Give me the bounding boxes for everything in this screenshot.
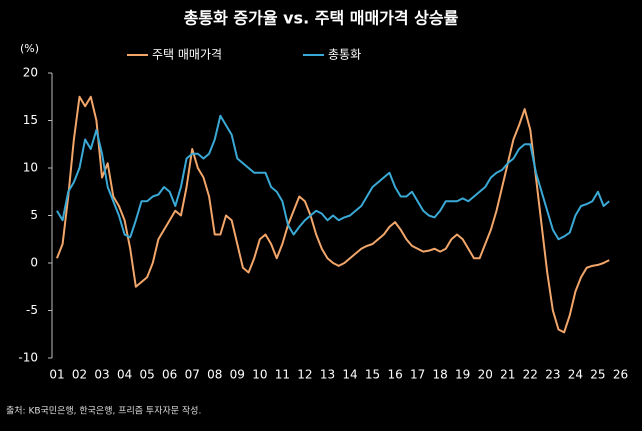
y-tick-label: 15	[23, 113, 38, 127]
x-tick-label: 10	[252, 368, 267, 382]
x-tick-label: 17	[410, 368, 425, 382]
y-tick-label: -5	[26, 303, 38, 317]
x-tick-label: 18	[433, 368, 448, 382]
y-tick-label: 20	[23, 66, 38, 80]
x-tick-label: 06	[162, 368, 177, 382]
legend-label: 주택 매매가격	[152, 48, 222, 62]
x-tick-label: 13	[320, 368, 335, 382]
y-tick-label: 10	[23, 161, 38, 175]
y-tick-label: -10	[18, 351, 38, 365]
y-unit-label: (%)	[20, 42, 39, 55]
series-line	[56, 95, 610, 334]
x-tick-label: 22	[523, 368, 538, 382]
x-tick-label: 25	[590, 368, 605, 382]
x-tick-label: 19	[455, 368, 470, 382]
x-tick-label: 01	[49, 368, 64, 382]
chart-title: 총통화 증가율 vs. 주택 매매가격 상승률	[184, 9, 459, 28]
x-tick-label: 11	[275, 368, 290, 382]
series-line	[56, 114, 610, 241]
x-tick-label: 15	[365, 368, 380, 382]
x-tick-label: 24	[568, 368, 583, 382]
y-tick-label: 0	[30, 256, 38, 270]
x-tick-label: 04	[117, 368, 132, 382]
x-tick-label: 26	[613, 368, 628, 382]
x-tick-label: 05	[139, 368, 154, 382]
x-tick-label: 16	[387, 368, 402, 382]
x-tick-label: 20	[478, 368, 493, 382]
source-note: 출처: KB국민은행, 한국은행, 프리즘 투자자문 작성.	[6, 405, 201, 417]
x-tick-label: 14	[342, 368, 357, 382]
legend-label: 총통화	[328, 48, 361, 62]
x-tick-label: 23	[545, 368, 560, 382]
y-tick-label: 5	[30, 208, 38, 222]
x-tick-label: 07	[185, 368, 200, 382]
x-tick-label: 02	[72, 368, 87, 382]
x-tick-label: 12	[297, 368, 312, 382]
x-tick-label: 03	[94, 368, 109, 382]
x-tick-label: 21	[500, 368, 515, 382]
x-tick-label: 08	[207, 368, 222, 382]
x-tick-label: 09	[230, 368, 245, 382]
